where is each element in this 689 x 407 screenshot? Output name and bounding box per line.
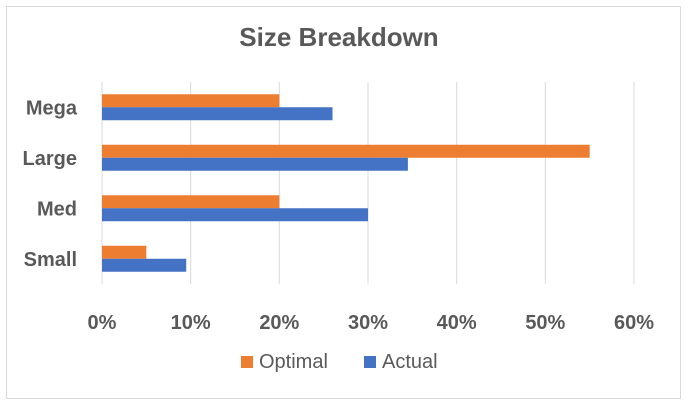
- bar-optimal-large: [102, 144, 590, 158]
- bar-actual-med: [102, 208, 368, 222]
- x-tick-label: 30%: [348, 312, 388, 334]
- bar-actual-large: [102, 157, 408, 171]
- category-label-small: Small: [24, 249, 77, 271]
- x-tick-label: 0%: [88, 312, 117, 334]
- x-tick-label: 40%: [437, 312, 477, 334]
- bar-actual-mega: [102, 107, 333, 121]
- bars: [102, 94, 590, 272]
- x-tick-label: 20%: [259, 312, 299, 334]
- bar-optimal-med: [102, 195, 280, 209]
- category-label-large: Large: [23, 148, 77, 170]
- legend: Optimal Actual: [241, 351, 438, 373]
- x-axis-tick-labels: 0% 10% 20% 30% 40% 50% 60%: [88, 312, 655, 334]
- category-label-mega: Mega: [26, 97, 78, 119]
- legend-swatch-optimal: [241, 356, 253, 368]
- category-labels: Small Med Large Mega: [23, 97, 78, 271]
- bar-actual-small: [102, 258, 187, 272]
- x-tick-label: 60%: [614, 312, 654, 334]
- bar-optimal-small: [102, 245, 147, 259]
- legend-swatch-actual: [364, 356, 376, 368]
- bar-optimal-mega: [102, 94, 280, 108]
- chart-title: Size Breakdown: [239, 22, 438, 52]
- legend-label-actual: Actual: [382, 351, 438, 373]
- x-tick-label: 50%: [525, 312, 565, 334]
- category-label-med: Med: [37, 198, 77, 220]
- legend-label-optimal: Optimal: [259, 351, 328, 373]
- x-tick-label: 10%: [171, 312, 211, 334]
